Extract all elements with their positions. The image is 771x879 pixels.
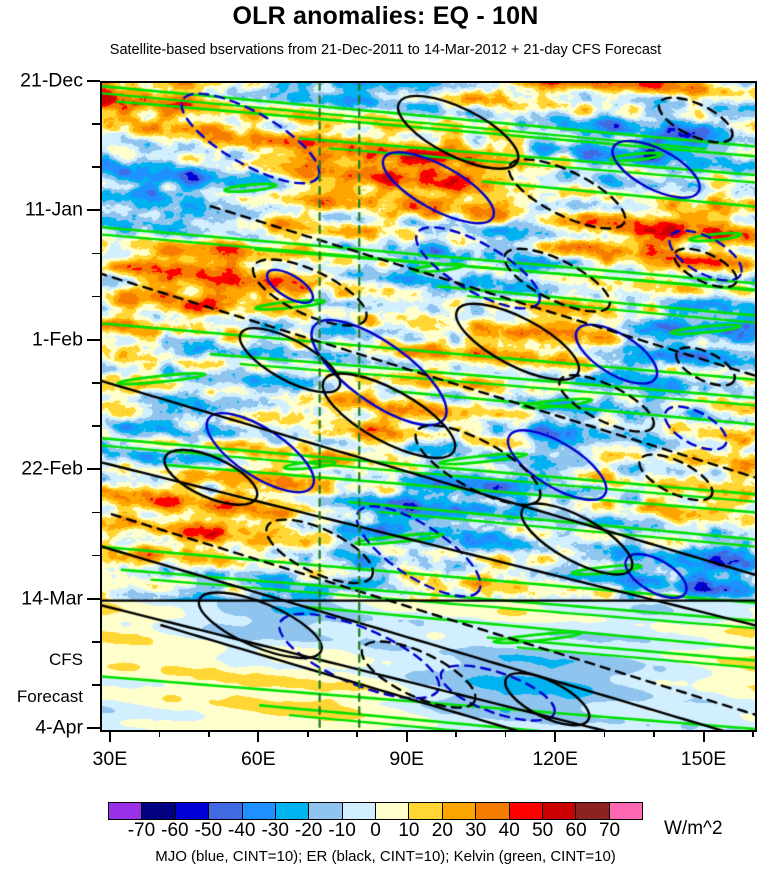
x-axis-major-tick — [702, 730, 705, 742]
y-axis-minor-tick — [92, 640, 100, 643]
x-axis-major-tick — [257, 730, 260, 742]
x-axis-major-tick — [108, 730, 111, 742]
colorbar-swatch — [376, 803, 410, 819]
colorbar-tick-label: -70 — [127, 820, 156, 841]
page-title: OLR anomalies: EQ - 10N — [232, 2, 539, 30]
y-axis-minor-tick — [92, 554, 100, 557]
plot-canvas-wrap — [102, 83, 755, 730]
colorbar-swatch — [609, 803, 642, 819]
colorbar-tick-label: 50 — [532, 820, 554, 841]
y-axis-label: 14-Mar — [21, 587, 83, 610]
y-axis-major-tick — [87, 727, 100, 729]
y-axis-minor-tick — [92, 684, 100, 686]
x-axis-label: 120E — [532, 748, 578, 770]
y-axis-minor-tick — [92, 511, 100, 514]
y-axis-major-tick — [87, 80, 100, 82]
y-axis-label: 11-Jan — [24, 198, 83, 221]
colorbar-swatch — [109, 803, 143, 819]
colorbar-tick-labels: -70 -60 -50 -40 -30 -20 -10 0 10 20 30 40 50 60 70 — [108, 820, 643, 844]
x-axis-label: 60E — [240, 748, 276, 770]
y-axis-minor-tick — [92, 295, 100, 298]
y-axis-major-tick — [87, 468, 100, 471]
y-axis-label: 22-Feb — [21, 457, 83, 480]
x-axis-minor-tick — [306, 730, 309, 737]
x-axis-major-tick — [405, 730, 408, 742]
y-axis-label: 1-Feb — [32, 328, 83, 351]
y-axis-minor-tick — [92, 166, 100, 169]
y-axis-label: 21-Dec — [20, 69, 83, 92]
y-axis-minor-tick — [92, 123, 100, 125]
colorbar-swatch — [342, 803, 376, 819]
hovmoller-plot[interactable] — [100, 81, 757, 732]
x-axis-minor-tick — [653, 730, 655, 737]
colorbar-swatch — [242, 803, 276, 819]
colorbar-tick-label: 30 — [465, 820, 487, 841]
x-axis-minor-tick — [455, 730, 457, 737]
y-axis-labels: 21-Dec 11-Jan 1-Feb 22-Feb 14-Mar 4-Apr CFS For… — [0, 70, 100, 739]
cfs-forecast-label-line2: Forecast — [16, 687, 83, 707]
colorbar-tick-label: 70 — [598, 820, 621, 841]
x-axis-minor-tick — [158, 730, 161, 737]
colorbar-tick-label: 40 — [498, 820, 520, 841]
x-axis-label: 30E — [92, 748, 128, 770]
colorbar-swatch — [275, 803, 310, 819]
colorbar-swatch — [175, 803, 210, 819]
x-axis-ticks — [100, 730, 754, 744]
x-axis-label: 90E — [389, 748, 425, 770]
colorbar-swatch — [542, 803, 577, 819]
y-axis-major-tick — [87, 597, 100, 600]
x-axis-label: 150E — [680, 748, 727, 770]
y-axis-minor-tick — [92, 252, 100, 255]
colorbar-swatch — [209, 803, 243, 819]
colorbar-tick-label: -40 — [228, 820, 256, 841]
x-axis-minor-tick — [356, 730, 359, 737]
colorbar-tick-label: 20 — [431, 820, 453, 841]
legend-caption: MJO (blue, CINT=10); ER (black, CINT=10)… — [155, 848, 616, 865]
y-axis-label: 4-Apr — [35, 716, 83, 739]
colorbar-swatch — [142, 803, 176, 819]
colorbar-swatch — [476, 803, 510, 819]
colorbar[interactable] — [108, 802, 643, 820]
colorbar-tick-label: -30 — [261, 820, 289, 841]
y-axis-major-tick — [87, 338, 100, 341]
y-axis-minor-tick — [92, 382, 100, 384]
x-axis-minor-tick — [504, 730, 507, 737]
colorbar-tick-label: -20 — [294, 820, 323, 841]
colorbar-tick-label: 0 — [370, 820, 381, 841]
x-axis-minor-tick — [603, 730, 606, 737]
x-axis-major-tick — [554, 730, 557, 742]
colorbar-tick-label: -10 — [328, 820, 356, 841]
colorbar-swatch — [309, 803, 343, 819]
colorbar-swatch — [442, 803, 477, 819]
x-axis-labels: 30E 60E 90E 120E 150E — [93, 748, 753, 776]
y-axis-minor-tick — [92, 425, 100, 427]
y-axis-major-tick — [87, 209, 100, 212]
colorbar-tick-label: 10 — [398, 820, 420, 841]
y-axis-ticks — [87, 80, 101, 729]
colorbar-swatch — [409, 803, 443, 819]
colorbar-tick-label: 60 — [565, 820, 587, 841]
colorbar-tick-label: -50 — [194, 820, 223, 841]
colorbar-swatch — [576, 803, 610, 819]
cfs-forecast-label-line1: CFS — [49, 650, 83, 670]
x-axis-minor-tick — [752, 730, 754, 737]
chart-subtitle: Satellite-based bservations from 21-Dec-… — [109, 42, 662, 58]
colorbar-units: W/m^2 — [664, 818, 723, 839]
x-axis-minor-tick — [208, 730, 210, 737]
colorbar-tick-label: -60 — [161, 820, 189, 841]
colorbar-swatch — [509, 803, 543, 819]
wave-contour-overlay — [102, 83, 755, 730]
